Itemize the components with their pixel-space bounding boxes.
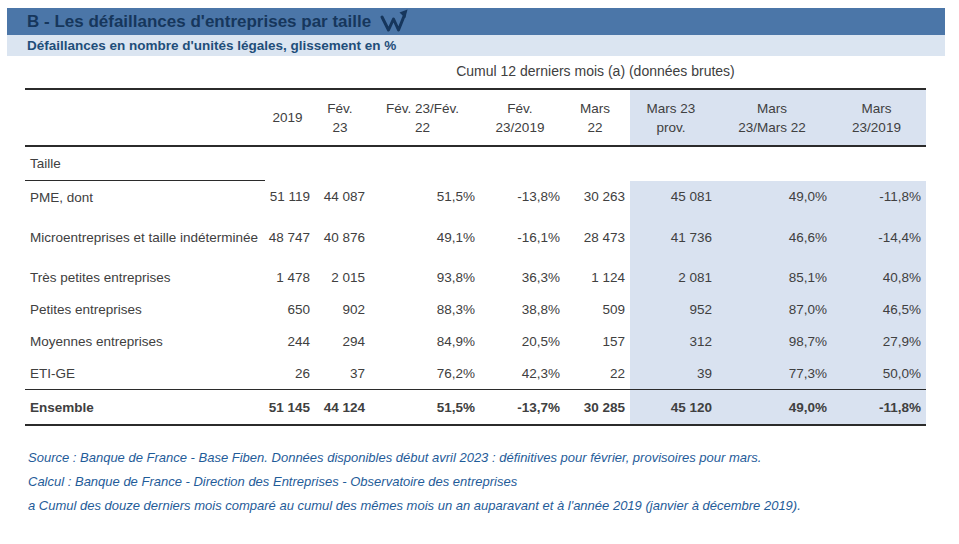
value-cell: -13,7% bbox=[480, 390, 565, 426]
value-cell: 36,3% bbox=[480, 261, 565, 293]
value-cell: 26 bbox=[265, 357, 315, 390]
value-cell: 49,1% bbox=[370, 213, 480, 261]
value-cell: 44 124 bbox=[315, 390, 370, 426]
value-cell: 84,9% bbox=[370, 325, 480, 357]
value-cell: 88,3% bbox=[370, 293, 480, 325]
column-header: Mars22 bbox=[565, 89, 630, 146]
value-cell: 244 bbox=[265, 325, 315, 357]
table-row: Très petites entreprises1 4782 01593,8%3… bbox=[25, 261, 926, 293]
value-cell: 87,0% bbox=[717, 293, 832, 325]
value-cell: -11,8% bbox=[832, 390, 926, 426]
value-cell: 28 473 bbox=[565, 213, 630, 261]
value-cell: 157 bbox=[565, 325, 630, 357]
value-cell: 85,1% bbox=[717, 261, 832, 293]
value-cell: 27,9% bbox=[832, 325, 926, 357]
value-cell: 38,8% bbox=[480, 293, 565, 325]
page-subtitle: Défaillances en nombre d'unités légales,… bbox=[27, 38, 396, 53]
row-label: Petites entreprises bbox=[25, 293, 265, 325]
value-cell: 44 087 bbox=[315, 181, 370, 214]
value-cell: 46,5% bbox=[832, 293, 926, 325]
column-header: Mars23/Mars 22 bbox=[717, 89, 832, 146]
subtitle-bar: Défaillances en nombre d'unités légales,… bbox=[7, 35, 945, 56]
table-caption: Cumul 12 derniers mois (a) (données brut… bbox=[265, 63, 926, 83]
row-label: PME, dont bbox=[25, 181, 265, 214]
value-cell: 1 124 bbox=[565, 261, 630, 293]
failures-by-size-table: 2019Fév.23Fév. 23/Fév.22Fév.23/2019Mars2… bbox=[25, 88, 926, 426]
value-cell: 294 bbox=[315, 325, 370, 357]
column-header: Fév. 23/Fév.22 bbox=[370, 89, 480, 146]
row-label: Microentreprises et taille indéterminée bbox=[25, 213, 265, 261]
column-header: Mars23/2019 bbox=[832, 89, 926, 146]
value-cell: 2 081 bbox=[630, 261, 717, 293]
value-cell: 509 bbox=[565, 293, 630, 325]
column-header: Fév.23 bbox=[315, 89, 370, 146]
column-header: 2019 bbox=[265, 89, 315, 146]
value-cell: 41 736 bbox=[630, 213, 717, 261]
webstat-w-arrow-icon bbox=[379, 9, 409, 33]
value-cell: 42,3% bbox=[480, 357, 565, 390]
table-row: PME, dont51 11944 08751,5%-13,8%30 26345… bbox=[25, 181, 926, 214]
value-cell: -13,8% bbox=[480, 181, 565, 214]
table-head: 2019Fév.23Fév. 23/Fév.22Fév.23/2019Mars2… bbox=[25, 89, 926, 146]
value-cell: 51 119 bbox=[265, 181, 315, 214]
value-cell: 39 bbox=[630, 357, 717, 390]
total-row: Ensemble51 14544 12451,5%-13,7%30 28545 … bbox=[25, 390, 926, 426]
value-cell: 2 015 bbox=[315, 261, 370, 293]
value-cell: 902 bbox=[315, 293, 370, 325]
value-cell: 98,7% bbox=[717, 325, 832, 357]
value-cell: 37 bbox=[315, 357, 370, 390]
value-cell: 312 bbox=[630, 325, 717, 357]
value-cell: 45 081 bbox=[630, 181, 717, 214]
value-cell: 77,3% bbox=[717, 357, 832, 390]
header-corner-cell bbox=[25, 89, 265, 146]
taille-row: Taille bbox=[25, 146, 926, 181]
value-cell: -16,1% bbox=[480, 213, 565, 261]
column-header: Fév.23/2019 bbox=[480, 89, 565, 146]
row-label: Ensemble bbox=[25, 390, 265, 426]
value-cell: 49,0% bbox=[717, 181, 832, 214]
value-cell: 30 263 bbox=[565, 181, 630, 214]
value-cell: 20,5% bbox=[480, 325, 565, 357]
value-cell: 51,5% bbox=[370, 390, 480, 426]
footnote-source: Source : Banque de France - Base Fiben. … bbox=[28, 446, 928, 470]
value-cell: 1 478 bbox=[265, 261, 315, 293]
table-row: ETI-GE263776,2%42,3%223977,3%50,0% bbox=[25, 357, 926, 390]
header-row: 2019Fév.23Fév. 23/Fév.22Fév.23/2019Mars2… bbox=[25, 89, 926, 146]
value-cell: 50,0% bbox=[832, 357, 926, 390]
value-cell: 93,8% bbox=[370, 261, 480, 293]
value-cell: 49,0% bbox=[717, 390, 832, 426]
page-title: B - Les défaillances d'entreprises par t… bbox=[27, 12, 371, 32]
value-cell: -11,8% bbox=[832, 181, 926, 214]
footnotes: Source : Banque de France - Base Fiben. … bbox=[28, 446, 928, 518]
value-cell: 45 120 bbox=[630, 390, 717, 426]
value-cell: 30 285 bbox=[565, 390, 630, 426]
value-cell: 76,2% bbox=[370, 357, 480, 390]
table-row: Microentreprises et taille indéterminée4… bbox=[25, 213, 926, 261]
footnote-calcul: Calcul : Banque de France - Direction de… bbox=[28, 470, 928, 494]
table-row: Petites entreprises65090288,3%38,8%50995… bbox=[25, 293, 926, 325]
value-cell: 51 145 bbox=[265, 390, 315, 426]
column-header: Mars 23prov. bbox=[630, 89, 717, 146]
title-bar: B - Les défaillances d'entreprises par t… bbox=[7, 8, 945, 35]
row-label: ETI-GE bbox=[25, 357, 265, 390]
value-cell: 40 876 bbox=[315, 213, 370, 261]
value-cell: 46,6% bbox=[717, 213, 832, 261]
value-cell: 40,8% bbox=[832, 261, 926, 293]
table-body: Taille PME, dont51 11944 08751,5%-13,8%3… bbox=[25, 146, 926, 425]
row-label: Moyennes entreprises bbox=[25, 325, 265, 357]
value-cell: 48 747 bbox=[265, 213, 315, 261]
value-cell: 650 bbox=[265, 293, 315, 325]
value-cell: 22 bbox=[565, 357, 630, 390]
row-label: Très petites entreprises bbox=[25, 261, 265, 293]
value-cell: 952 bbox=[630, 293, 717, 325]
row-header-label: Taille bbox=[25, 146, 265, 181]
table-row: Moyennes entreprises24429484,9%20,5%1573… bbox=[25, 325, 926, 357]
value-cell: 51,5% bbox=[370, 181, 480, 214]
value-cell: -14,4% bbox=[832, 213, 926, 261]
footnote-a: a Cumul des douze derniers mois comparé … bbox=[28, 494, 928, 518]
